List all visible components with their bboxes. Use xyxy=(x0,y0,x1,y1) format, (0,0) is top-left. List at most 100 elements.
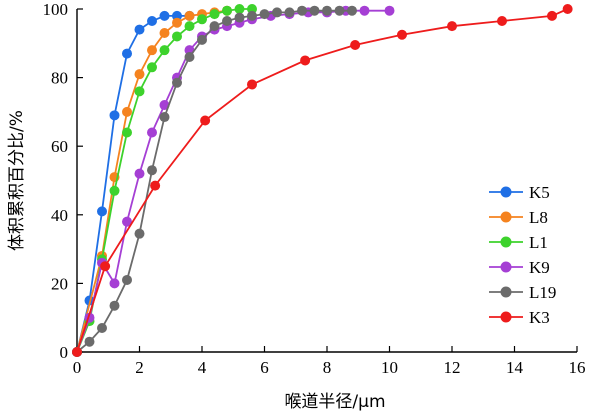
x-tick-label: 2 xyxy=(135,358,144,377)
data-point xyxy=(259,9,270,20)
series-group xyxy=(72,4,573,357)
legend-item: K9 xyxy=(489,258,550,277)
legend: K5 L8 L1 K9 L19 K3 xyxy=(489,183,556,327)
data-point xyxy=(184,52,195,63)
data-point xyxy=(172,10,182,21)
data-point xyxy=(147,62,157,73)
x-tick-label: 16 xyxy=(569,358,586,377)
data-point xyxy=(172,31,182,42)
data-point xyxy=(300,55,311,66)
data-point xyxy=(159,10,170,21)
series-line xyxy=(76,9,352,353)
data-point xyxy=(197,34,207,45)
data-point xyxy=(209,21,220,32)
legend-label: L8 xyxy=(529,208,548,227)
data-point xyxy=(547,10,557,21)
series-l19 xyxy=(72,5,357,357)
legend-item: K3 xyxy=(489,308,550,327)
data-point xyxy=(109,110,120,121)
data-point xyxy=(284,7,295,18)
legend-item: L1 xyxy=(489,233,548,252)
x-tick-label: 4 xyxy=(198,358,207,377)
data-point xyxy=(397,29,407,40)
data-point xyxy=(297,5,307,16)
data-point xyxy=(159,45,170,56)
data-point xyxy=(562,4,573,14)
data-point xyxy=(384,5,395,16)
data-point xyxy=(334,5,345,16)
x-tick-label: 10 xyxy=(381,358,398,377)
data-point xyxy=(350,40,361,51)
legend-marker xyxy=(500,236,512,248)
legend-label: K5 xyxy=(529,183,550,202)
legend-item: L19 xyxy=(489,283,556,302)
data-point xyxy=(172,77,182,88)
y-tick-label: 40 xyxy=(51,206,68,225)
data-point xyxy=(322,5,332,16)
data-point xyxy=(84,336,95,347)
series-k3 xyxy=(72,4,573,357)
data-point xyxy=(122,216,132,227)
data-point xyxy=(200,115,211,126)
y-tick-label: 60 xyxy=(51,137,68,156)
data-point xyxy=(109,278,120,289)
data-point xyxy=(309,5,320,16)
x-tick-label: 12 xyxy=(444,358,461,377)
y-tick-label: 80 xyxy=(51,69,68,88)
y-tick-label: 100 xyxy=(43,0,69,19)
data-point xyxy=(497,16,507,27)
data-point xyxy=(134,168,145,179)
data-point xyxy=(247,4,257,14)
y-tick-label: 0 xyxy=(60,343,69,362)
x-tick-label: 6 xyxy=(260,358,269,377)
data-point xyxy=(122,106,132,117)
data-point xyxy=(447,21,457,32)
data-point xyxy=(97,322,107,333)
data-point xyxy=(109,300,120,311)
legend-marker xyxy=(500,286,512,298)
series-k5 xyxy=(72,10,195,357)
series-l1 xyxy=(72,4,257,357)
data-point xyxy=(100,261,111,272)
legend-label: L19 xyxy=(529,283,556,302)
data-point xyxy=(184,21,195,32)
data-point xyxy=(197,14,207,25)
series-line xyxy=(76,9,390,353)
data-point xyxy=(134,69,145,80)
legend-item: L8 xyxy=(489,208,548,227)
data-point xyxy=(159,28,170,39)
data-point xyxy=(247,79,257,90)
data-point xyxy=(359,5,370,16)
data-point xyxy=(122,127,132,138)
legend-marker xyxy=(500,311,512,323)
series-line xyxy=(76,8,568,353)
series-k9 xyxy=(72,5,395,357)
data-point xyxy=(147,127,157,138)
y-tick-label: 20 xyxy=(51,274,68,293)
series-line xyxy=(76,9,228,353)
axes: 0 2 4 6 8 10 12 14 16 0 20 40 60 80 100 xyxy=(43,0,586,377)
data-point xyxy=(147,16,157,27)
data-point xyxy=(184,10,195,21)
y-axis-title: 体积累积百分比/% xyxy=(7,110,27,251)
data-point xyxy=(122,48,132,59)
x-axis-title: 喉道半径/μm xyxy=(284,392,385,412)
data-point xyxy=(134,228,145,239)
data-point xyxy=(347,5,357,16)
data-point xyxy=(159,112,170,123)
series-l8 xyxy=(72,5,232,357)
series-line xyxy=(76,15,190,353)
data-point xyxy=(147,45,157,56)
data-point xyxy=(234,12,245,23)
legend-label: L1 xyxy=(529,233,548,252)
data-point xyxy=(272,7,282,18)
data-point xyxy=(72,347,82,357)
data-point xyxy=(134,86,145,97)
legend-marker xyxy=(500,261,512,273)
data-point xyxy=(122,274,132,285)
data-point xyxy=(109,185,120,196)
legend-label: K3 xyxy=(529,308,550,327)
legend-marker xyxy=(500,211,512,223)
data-point xyxy=(172,17,182,28)
